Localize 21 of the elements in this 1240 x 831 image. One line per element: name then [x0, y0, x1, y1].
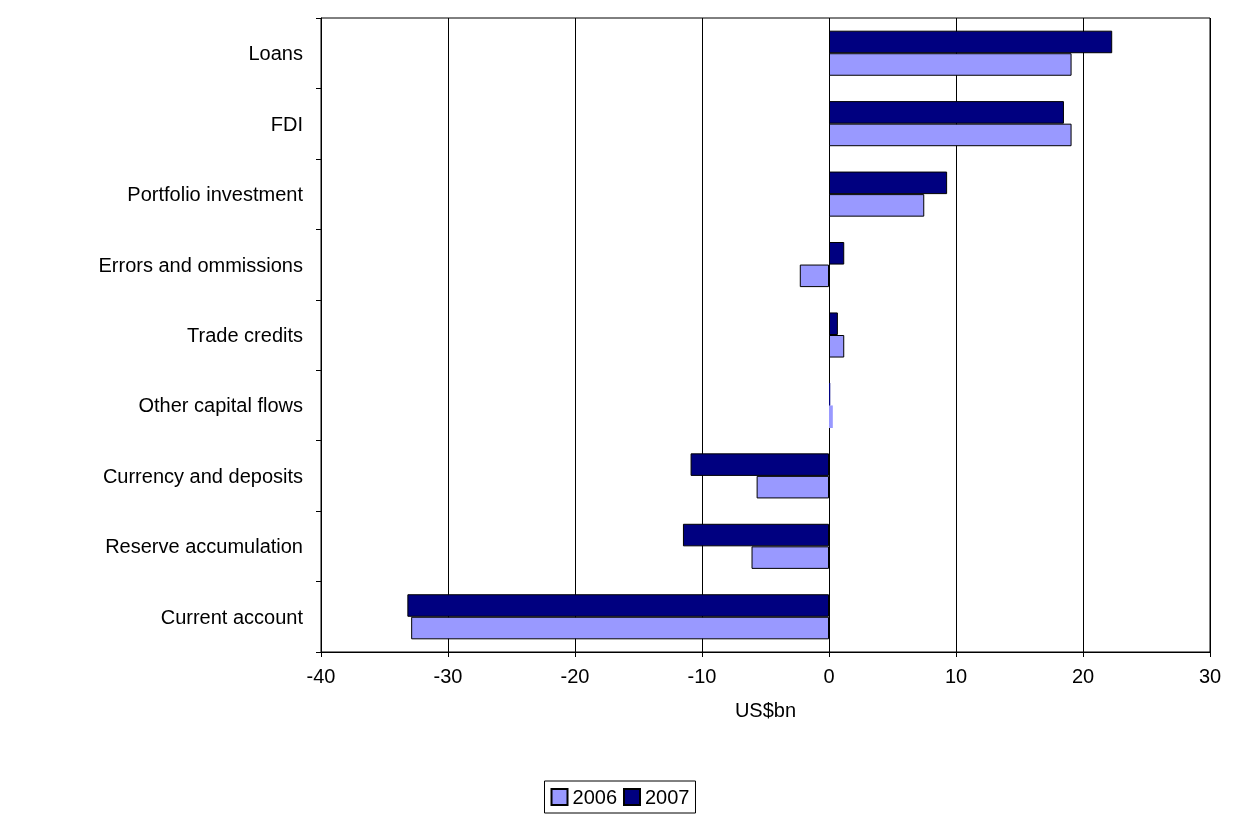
x-tick-label: -30 — [433, 665, 463, 687]
y-tick-label: Other capital flows — [138, 394, 303, 417]
y-tick-label: Errors and ommissions — [98, 253, 303, 276]
legend-label: 2007 — [645, 786, 690, 808]
x-tick-label: 20 — [1071, 665, 1095, 687]
x-tick-label: -20 — [560, 665, 590, 687]
x-tick-label: -10 — [687, 665, 717, 687]
x-tick-label: 0 — [823, 665, 835, 687]
x-tick-label: 30 — [1198, 665, 1222, 687]
y-tick-label: Reserve accumulation — [105, 535, 303, 558]
y-tick-label: Currency and deposits — [102, 464, 303, 487]
x-tick-label: -40 — [306, 665, 336, 687]
x-axis-title: US$bn — [734, 699, 797, 721]
y-tick-label: Current account — [160, 605, 304, 628]
y-tick-label: Loans — [248, 42, 303, 65]
bar — [829, 405, 833, 428]
y-tick-label: FDI — [270, 112, 303, 135]
legend-label: 2006 — [572, 786, 618, 808]
x-tick-label: 10 — [944, 665, 968, 687]
y-tick-label: Portfolio investment — [127, 183, 304, 206]
y-tick-label: Trade credits — [187, 324, 303, 346]
